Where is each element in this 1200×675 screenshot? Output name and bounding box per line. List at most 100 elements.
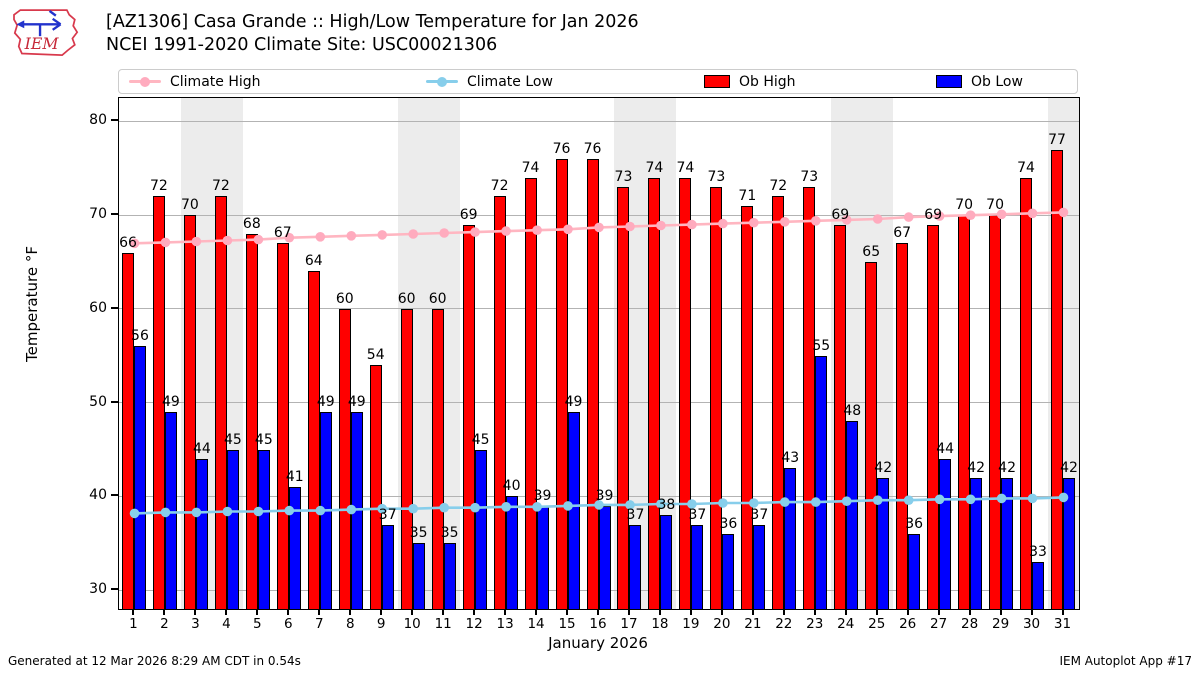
ob-low-bar-day-28 bbox=[970, 477, 983, 609]
climate-high-line-marker bbox=[811, 216, 821, 226]
x-tick-mark bbox=[627, 609, 630, 615]
x-tick-mark bbox=[1061, 609, 1064, 615]
ob-low-bar-value-label: 45 bbox=[223, 431, 242, 448]
climate-high-line-marker bbox=[687, 219, 697, 230]
ob-low-bar-value-label: 42 bbox=[874, 459, 893, 476]
climate-low-line-marker bbox=[996, 493, 1007, 504]
x-tick-mark bbox=[225, 609, 228, 615]
title-block: [AZ1306] Casa Grande :: High/Low Tempera… bbox=[106, 11, 639, 57]
x-tick-label: 23 bbox=[806, 616, 824, 632]
ob-low-bar-value-label: 56 bbox=[131, 328, 149, 345]
ob-high-bar-day-21 bbox=[741, 205, 754, 609]
climate-high-line-marker bbox=[501, 226, 511, 236]
iem-logo-text: IEM bbox=[24, 34, 60, 53]
ob-low-bar-swatch bbox=[936, 75, 962, 88]
x-tick-label: 9 bbox=[376, 616, 386, 632]
climate-high-line-marker bbox=[408, 229, 419, 239]
x-tick-mark bbox=[318, 609, 321, 615]
ob-low-bar-day-23 bbox=[815, 355, 828, 609]
climate-high-line-marker bbox=[934, 211, 945, 221]
iem-logo: IEM bbox=[8, 3, 80, 63]
climate-low-line-marker bbox=[408, 503, 419, 514]
x-tick-mark bbox=[442, 609, 445, 615]
ob-low-bar-day-3 bbox=[195, 458, 208, 609]
ob-high-bar-value-label: 67 bbox=[273, 225, 292, 242]
ob-low-bar-value-label: 41 bbox=[285, 469, 304, 486]
ob-low-bar-day-21 bbox=[753, 524, 766, 609]
ob-high-bar-day-2 bbox=[152, 196, 165, 609]
gridline bbox=[119, 402, 1079, 404]
climate-low-line-marker bbox=[191, 507, 202, 518]
ob-high-bar-value-label: 66 bbox=[119, 234, 137, 251]
ob-high-bar-day-15 bbox=[555, 158, 568, 609]
x-tick-label: 6 bbox=[284, 616, 293, 632]
ob-low-bar-value-label: 37 bbox=[626, 506, 645, 523]
x-tick-label: 15 bbox=[558, 616, 576, 632]
ob-low-bar-day-11 bbox=[443, 543, 456, 609]
bar-labels-layer: 66 56 72 49 70 44 72 45 68 45 67 41 64 49 60 49 54 37 60 35… bbox=[119, 98, 1079, 609]
climate-low-line-marker bbox=[160, 507, 171, 518]
iem-logo-graphic: IEM bbox=[13, 9, 79, 56]
x-tick-mark bbox=[163, 609, 166, 615]
ob-low-bar-value-label: 42 bbox=[998, 459, 1016, 476]
legend: Climate High Climate Low Ob High Ob Low bbox=[118, 69, 1078, 94]
chart-title: [AZ1306] Casa Grande :: High/Low Tempera… bbox=[106, 12, 639, 32]
climate-high-line-marker bbox=[872, 214, 883, 224]
climate-low-line-marker bbox=[872, 495, 883, 506]
ob-high-bar-value-label: 69 bbox=[924, 206, 943, 223]
ob-high-bar-value-label: 60 bbox=[397, 290, 416, 307]
x-tick-mark bbox=[906, 609, 909, 615]
climate-low-line-marker bbox=[284, 505, 295, 516]
climate-low-line-marker bbox=[346, 504, 357, 515]
plot-area: 66 56 72 49 70 44 72 45 68 45 67 41 64 49 60 49 54 37 60 35… bbox=[118, 97, 1080, 610]
climate-high-line-marker bbox=[439, 228, 450, 238]
ob-low-bar-day-26 bbox=[908, 533, 921, 609]
chart-subtitle: NCEI 1991-2020 Climate Site: USC00021306 bbox=[106, 35, 498, 55]
climate-low-line-marker bbox=[780, 497, 790, 507]
legend-label-ob-low: Ob Low bbox=[971, 73, 1023, 90]
ob-low-bar-day-4 bbox=[226, 449, 239, 609]
climate-high-marker-icon bbox=[140, 76, 150, 87]
ob-low-bar-value-label: 48 bbox=[843, 403, 862, 420]
x-tick-label: 10 bbox=[403, 616, 421, 632]
ob-high-bar-value-label: 73 bbox=[707, 169, 726, 186]
x-tick-mark bbox=[689, 609, 692, 615]
generated-at-text: Generated at 12 Mar 2026 8:29 AM CDT in … bbox=[8, 654, 301, 668]
climate-low-line-marker bbox=[439, 502, 450, 513]
climate-low-line-marker bbox=[1027, 493, 1038, 504]
iowa-outline bbox=[13, 9, 79, 56]
ob-high-bar-day-4 bbox=[214, 196, 227, 609]
ob-low-bar-value-label: 42 bbox=[967, 459, 986, 476]
ob-high-bar-value-label: 77 bbox=[1048, 131, 1066, 148]
legend-item-ob-low: Ob Low bbox=[936, 70, 1023, 93]
ob-low-bar-day-16 bbox=[598, 505, 611, 609]
x-tick-label: 11 bbox=[434, 616, 452, 632]
ob-high-bar-value-label: 74 bbox=[645, 159, 664, 176]
ob-high-bar-day-22 bbox=[772, 196, 785, 609]
climate-low-line-marker bbox=[1058, 492, 1069, 503]
x-tick-label: 31 bbox=[1053, 616, 1072, 632]
climate-low-line-marker bbox=[501, 502, 511, 512]
climate-low-marker-icon bbox=[437, 76, 447, 87]
x-tick-label: 30 bbox=[1022, 616, 1041, 632]
ob-high-bar-value-label: 71 bbox=[738, 187, 757, 204]
x-tick-mark bbox=[751, 609, 754, 615]
ob-low-bar-value-label: 49 bbox=[347, 394, 366, 411]
ob-low-bar-value-label: 43 bbox=[781, 450, 800, 467]
x-tick-label: 2 bbox=[160, 616, 169, 632]
x-tick-label: 16 bbox=[589, 616, 607, 632]
climate-lines-layer bbox=[129, 207, 1069, 519]
y-tick-label: 40 bbox=[89, 487, 107, 504]
x-tick-mark bbox=[473, 609, 476, 615]
ob-low-bar-day-12 bbox=[474, 449, 487, 609]
climate-high-line-marker bbox=[780, 217, 790, 227]
ob-high-bar-value-label: 72 bbox=[490, 178, 509, 195]
climate-high-line-marker bbox=[1027, 208, 1038, 219]
ob-low-bar-value-label: 44 bbox=[192, 440, 211, 457]
gridline bbox=[119, 308, 1079, 310]
ob-high-bar-value-label: 74 bbox=[676, 159, 695, 176]
climate-high-line-marker bbox=[129, 238, 140, 249]
climate-high-line-marker bbox=[965, 210, 976, 220]
climate-low-line-marker bbox=[718, 498, 728, 508]
